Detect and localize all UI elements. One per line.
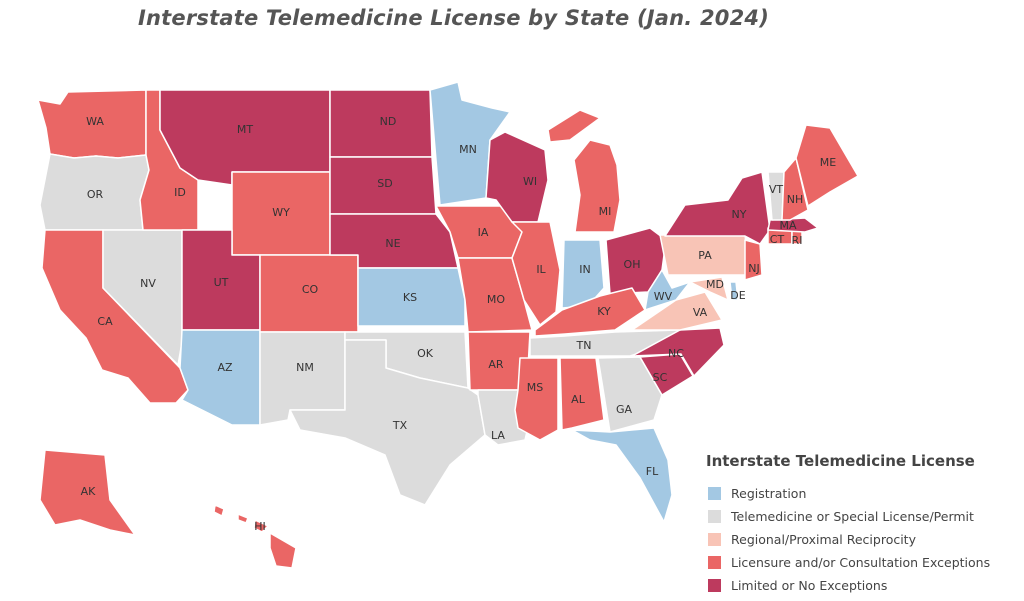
state-wv[interactable] (644, 269, 691, 311)
state-label-ky: KY (597, 305, 611, 318)
state-label-la: LA (491, 429, 505, 442)
state-az[interactable] (179, 329, 261, 426)
state-label-or: OR (87, 188, 104, 201)
state-label-wy: WY (272, 206, 290, 219)
state-me[interactable] (795, 124, 859, 207)
legend-swatch (708, 579, 721, 592)
state-al[interactable] (559, 357, 605, 431)
state-label-nc: NC (668, 347, 684, 360)
legend-swatch (708, 487, 721, 500)
state-label-az: AZ (217, 361, 233, 374)
state-label-sd: SD (377, 177, 392, 190)
legend-label: Regional/Proximal Reciprocity (731, 532, 916, 547)
state-label-nd: ND (380, 115, 397, 128)
state-label-hi: HI (254, 520, 266, 533)
state-fl[interactable] (571, 427, 673, 523)
legend-swatch (708, 556, 721, 569)
state-va[interactable] (631, 291, 723, 331)
state-label-nv: NV (140, 277, 156, 290)
state-label-nm: NM (296, 361, 314, 374)
state-label-wv: WV (654, 290, 673, 303)
state-label-sc: SC (653, 371, 668, 384)
state-il[interactable] (511, 221, 561, 326)
state-label-ut: UT (214, 276, 229, 289)
state-label-fl: FL (646, 465, 659, 478)
state-label-nh: NH (787, 193, 804, 206)
legend-label: Registration (731, 486, 807, 501)
state-label-al: AL (571, 393, 586, 406)
state-ny[interactable] (664, 171, 771, 245)
legend-swatch (708, 510, 721, 523)
legend-items: Registration Telemedicine or Special Lice… (706, 482, 990, 597)
state-nj[interactable] (744, 239, 763, 281)
state-label-ak: AK (81, 485, 97, 498)
state-ms[interactable] (514, 357, 559, 441)
state-label-ma: MA (779, 219, 796, 232)
state-mt[interactable] (159, 89, 331, 186)
state-label-nj: NJ (748, 262, 759, 275)
state-tx[interactable] (289, 339, 486, 506)
state-label-ca: CA (97, 315, 113, 328)
state-de[interactable] (729, 281, 739, 301)
states-layer (37, 81, 859, 569)
state-label-ct: CT (770, 233, 785, 246)
state-nh[interactable] (781, 157, 809, 221)
state-label-tx: TX (392, 419, 408, 432)
legend-label: Telemedicine or Special License/Permit (731, 509, 974, 524)
map-title: Interstate Telemedicine License by State… (138, 6, 770, 30)
state-ma[interactable] (767, 217, 819, 233)
state-label-mt: MT (237, 123, 253, 136)
state-label-oh: OH (624, 258, 641, 271)
legend-label: Licensure and/or Consultation Exceptions (731, 555, 991, 570)
state-mi[interactable] (547, 109, 621, 233)
state-md[interactable] (689, 276, 729, 301)
labels-layer: WA OR CA NV ID MT WY UT AZ CO NM ND SD NE KS OK TX MN IA MO… (81, 115, 837, 533)
state-label-wi: WI (523, 175, 537, 188)
state-label-in: IN (579, 263, 590, 276)
state-hi[interactable] (213, 504, 297, 569)
legend-item-limited[interactable]: Limited or No Exceptions (706, 574, 990, 597)
state-label-ok: OK (417, 347, 434, 360)
state-ks[interactable] (357, 267, 466, 327)
state-label-mi: MI (599, 205, 612, 218)
legend-item-registration[interactable]: Registration (706, 482, 990, 505)
legend-item-reciprocity[interactable]: Regional/Proximal Reciprocity (706, 528, 990, 551)
state-label-ia: IA (478, 226, 489, 239)
state-ak[interactable] (39, 449, 136, 536)
state-label-ri: RI (792, 234, 803, 247)
state-label-ar: AR (488, 358, 504, 371)
state-label-ms: MS (527, 381, 543, 394)
legend-swatch (708, 533, 721, 546)
state-ga[interactable] (597, 356, 663, 433)
state-label-vt: VT (769, 183, 784, 196)
state-label-ne: NE (385, 237, 400, 250)
state-label-va: VA (693, 306, 708, 319)
state-label-ks: KS (403, 291, 417, 304)
state-label-de: DE (730, 289, 745, 302)
state-label-pa: PA (698, 249, 712, 262)
state-label-md: MD (706, 278, 724, 291)
state-label-il: IL (536, 263, 546, 276)
state-label-ny: NY (732, 208, 747, 221)
legend: Interstate Telemedicine License Registra… (706, 452, 990, 597)
legend-title: Interstate Telemedicine License (706, 452, 975, 470)
state-label-ga: GA (616, 403, 633, 416)
state-label-id: ID (174, 186, 186, 199)
state-label-tn: TN (576, 339, 592, 352)
state-label-wa: WA (86, 115, 104, 128)
state-label-mo: MO (487, 293, 505, 306)
legend-item-licensure[interactable]: Licensure and/or Consultation Exceptions (706, 551, 990, 574)
state-mn[interactable] (429, 81, 511, 206)
state-label-me: ME (820, 156, 836, 169)
state-label-mn: MN (459, 143, 477, 156)
legend-item-special[interactable]: Telemedicine or Special License/Permit (706, 505, 990, 528)
state-label-co: CO (302, 283, 319, 296)
legend-label: Limited or No Exceptions (731, 578, 888, 593)
